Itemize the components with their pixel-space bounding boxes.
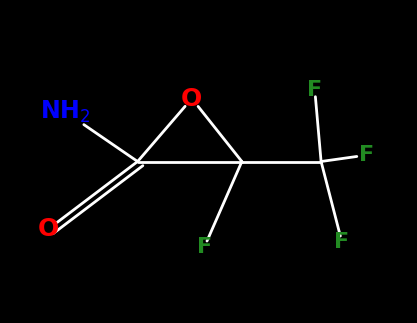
Text: F: F [197, 237, 212, 257]
Text: O: O [181, 87, 202, 110]
Text: F: F [359, 145, 374, 165]
Text: O: O [38, 217, 58, 241]
Text: F: F [334, 232, 349, 252]
Text: F: F [307, 80, 322, 100]
Text: NH$_2$: NH$_2$ [40, 98, 90, 125]
